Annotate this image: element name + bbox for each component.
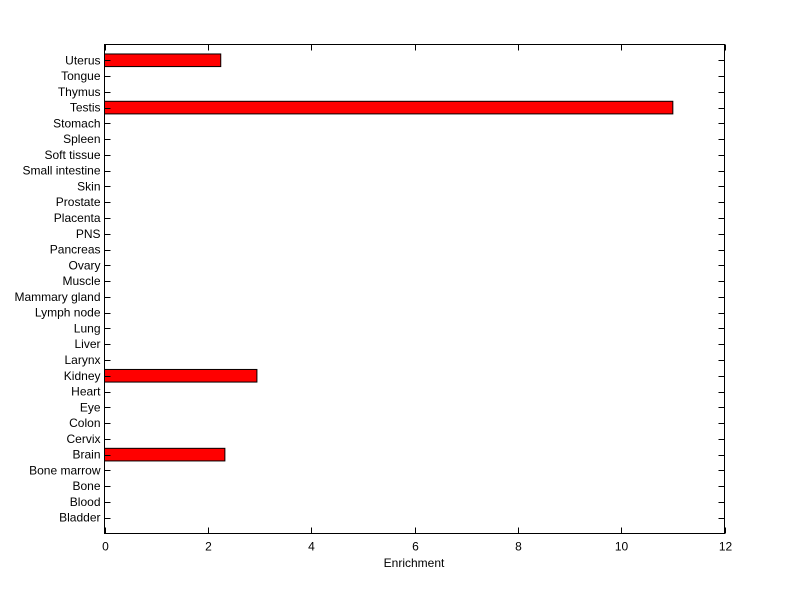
y-tick-label: Prostate [56,195,101,209]
y-tick-label: Thymus [58,85,101,99]
bar-kidney [104,368,258,383]
bar-uterus [104,53,222,68]
y-tick-label: Colon [69,416,100,430]
y-tick-label: Liver [74,337,100,351]
y-tick-label: Spleen [63,132,100,146]
x-tick-label: 4 [308,540,315,554]
x-tick-label: 12 [719,540,733,554]
y-tick-label: Heart [71,385,101,399]
y-tick-label: Uterus [65,53,100,67]
y-tick-label: Bone [72,479,100,493]
y-tick-label: Kidney [64,369,101,383]
y-tick-label: Bone marrow [29,463,101,477]
x-tick-label: 2 [205,540,212,554]
y-tick-label: Testis [70,101,101,115]
y-tick-label: Mammary gland [14,290,100,304]
y-tick-label: PNS [76,227,101,241]
bar-brain [104,447,226,462]
axes-box [104,44,725,534]
x-tick-label: 10 [615,540,629,554]
y-tick-label: Eye [80,400,101,414]
x-tick-label: 8 [515,540,522,554]
x-axis-label: Enrichment [384,556,445,570]
y-tick-label: Ovary [68,258,100,272]
x-tick-label: 0 [102,540,109,554]
y-tick-label: Stomach [53,116,100,130]
y-tick-label: Pancreas [50,243,101,257]
y-tick-label: Placenta [54,211,101,225]
y-tick-label: Blood [70,495,101,509]
y-tick-label: Muscle [62,274,100,288]
bar-testis [104,100,674,115]
x-tick-label: 6 [412,540,419,554]
y-tick-label: Skin [77,179,100,193]
y-tick-label: Tongue [61,69,101,83]
y-tick-label: Cervix [66,432,100,446]
y-tick-label: Larynx [64,353,100,367]
y-tick-label: Lung [74,321,101,335]
y-tick-label: Bladder [59,511,100,525]
y-tick-label: Lymph node [35,306,101,320]
y-tick-label: Small intestine [22,164,100,178]
y-tick-label: Soft tissue [44,148,100,162]
y-tick-label: Brain [72,448,100,462]
